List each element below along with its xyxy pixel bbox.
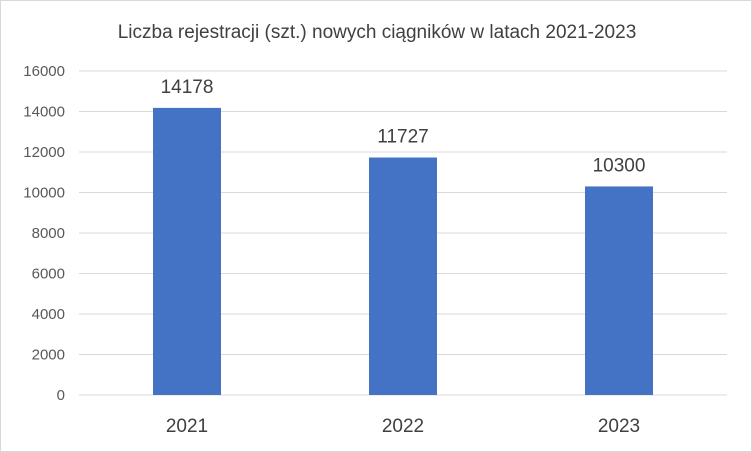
data-labels: 14178 11727 10300 (161, 77, 646, 177)
bar-2023 (585, 186, 653, 395)
data-label-2023: 10300 (593, 155, 646, 176)
y-tick-label: 12000 (23, 144, 65, 161)
bars (153, 107, 653, 395)
x-axis-ticks: 2021 2022 2023 (166, 416, 640, 437)
bar-2021 (153, 107, 221, 395)
y-axis-ticks: 0 2000 4000 6000 8000 10000 12000 14000 16000 (23, 63, 65, 404)
x-tick-label-2023: 2023 (598, 416, 640, 437)
x-tick-label-2022: 2022 (382, 416, 424, 437)
y-tick-label: 0 (57, 387, 65, 404)
data-label-2022: 11727 (377, 127, 428, 148)
y-tick-label: 10000 (23, 185, 65, 202)
y-tick-label: 6000 (32, 266, 65, 283)
bar-2022 (369, 157, 437, 395)
y-tick-label: 2000 (32, 347, 65, 364)
y-tick-label: 14000 (23, 104, 65, 121)
y-tick-label: 4000 (32, 306, 65, 323)
data-label-2021: 14178 (161, 77, 214, 98)
y-tick-label: 16000 (23, 63, 65, 80)
chart-title: Liczba rejestracji (szt.) nowych ciągnik… (118, 22, 637, 43)
y-tick-label: 8000 (32, 225, 65, 242)
x-tick-label-2021: 2021 (166, 416, 208, 437)
